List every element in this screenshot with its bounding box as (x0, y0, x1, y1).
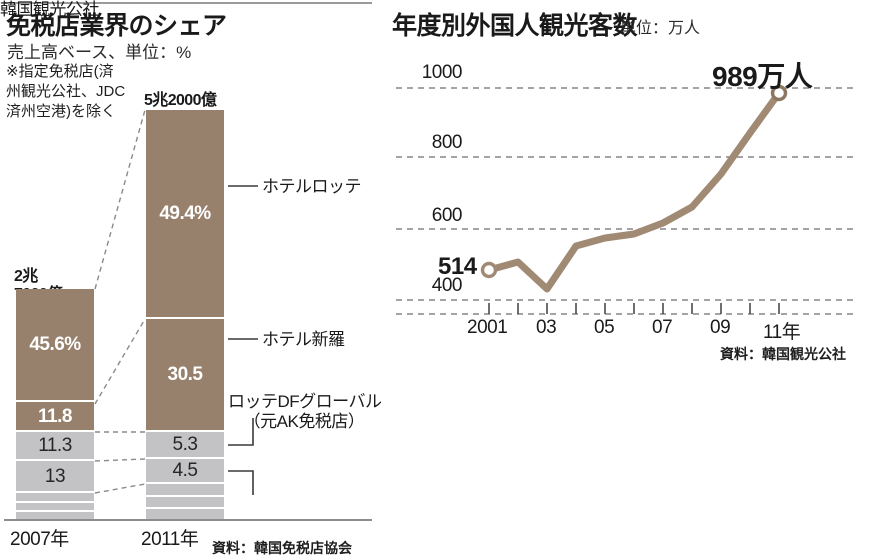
bar-2011-segment-shilla[interactable]: 30.5 (146, 319, 224, 432)
bar-2007-label-lotte: 45.6% (29, 334, 81, 355)
bar-2011-label-df-global: 5.3 (172, 434, 198, 455)
annotation-989: 989万人 (712, 61, 813, 92)
bar-2011-label-shilla: 30.5 (167, 364, 203, 385)
bar-2011-segment-kto[interactable]: 4.5 (146, 459, 224, 484)
marker-2011 (770, 84, 788, 102)
bar-2011-segment-other-1[interactable] (146, 484, 224, 497)
bar-2007-segment-other-1[interactable] (16, 493, 94, 503)
left-chart-title: 免税店業界のシェア (6, 12, 227, 40)
right-chart-source: 資料：韓国観光公社 (720, 346, 846, 362)
right-chart-title: 年度別外国人観光客数 (392, 12, 638, 40)
x-tick-07: 07 (652, 317, 673, 338)
y-tick-400: 400 (431, 275, 463, 296)
bar-2007-label-df-global: 11.3 (38, 435, 72, 456)
x-tick-2001: 2001 (467, 317, 508, 338)
line-series-path (485, 89, 783, 293)
bar-2011-segment-other-2[interactable] (146, 497, 224, 509)
bar-2007-label-shilla: 11.8 (38, 405, 72, 427)
bar-x-label-2011: 2011年 (141, 529, 199, 550)
line-chart-plot (396, 84, 856, 315)
left-chart-source: 資料：韓国免税店協会 (212, 540, 352, 556)
panel-top-rule (4, 2, 372, 4)
x-tick-05: 05 (594, 317, 615, 338)
right-chart-subtitle: 単位：万人 (620, 20, 701, 37)
x-tick-03: 03 (536, 317, 557, 338)
bar-2007-segment-lotte[interactable]: 45.6% (16, 289, 94, 402)
y-tick-800: 800 (431, 132, 463, 153)
annotation-514: 514 (438, 253, 477, 280)
legend-label-shilla: ホテル新羅 (262, 330, 345, 349)
bar-2007-label-kto: 13 (44, 465, 66, 487)
bar-2007-segment-kto[interactable]: 13 (16, 461, 94, 493)
donut-free-shop-share-panel: 免税店業界のシェア 売上高ベース、単位：% ※指定免税店(済州観光公社、JDC済… (0, 0, 382, 560)
legend-label-df-global-line1: ロッテDFグローバル (228, 392, 382, 411)
bar-2011-segment-df-global[interactable]: 5.3 (146, 432, 224, 459)
legend-label-lotte: ホテルロッテ (262, 177, 362, 196)
bar-2007-segment-other-3[interactable] (16, 512, 94, 521)
bar-x-label-2007: 2007年 (10, 529, 69, 550)
x-tick-09: 09 (710, 317, 731, 338)
bar-total-2007-line1: 2兆 (14, 268, 38, 285)
foreign-tourists-panel: 年度別外国人観光客数 単位：万人 1000 800 600 400 (382, 0, 870, 560)
bar-2007-segment-shilla[interactable]: 11.8 (16, 402, 94, 432)
y-tick-600: 600 (431, 205, 463, 226)
x-axis-ticks (488, 303, 780, 314)
left-chart-note: ※指定免税店(済州観光公社、JDC済州空港)を除く (6, 63, 126, 120)
bar-2011-segment-lotte[interactable]: 49.4% (146, 110, 224, 319)
bar-2007-segment-other-2[interactable] (16, 503, 94, 512)
legend-label-df-global: ロッテDFグローバル （元AK免税店） (228, 392, 382, 433)
x-tick-11: 11年 (763, 322, 801, 343)
legend-label-df-global-line2: （元AK免税店） (243, 412, 365, 432)
bar-2007-segment-df-global[interactable]: 11.3 (16, 432, 94, 461)
bar-2011-segment-other-3[interactable] (146, 509, 224, 521)
bar-2011-label-lotte: 49.4% (159, 203, 211, 224)
left-chart-subtitle: 売上高ベース、単位：% (7, 43, 192, 62)
legend-label-kto: 韓国観光公社 (0, 0, 100, 19)
bar-2011-label-kto: 4.5 (172, 460, 198, 481)
marker-2001 (480, 261, 498, 279)
bar-total-2011: 5兆2000億 (144, 92, 217, 109)
y-tick-1000: 1000 (421, 62, 463, 83)
bar-chart-baseline (4, 519, 372, 521)
